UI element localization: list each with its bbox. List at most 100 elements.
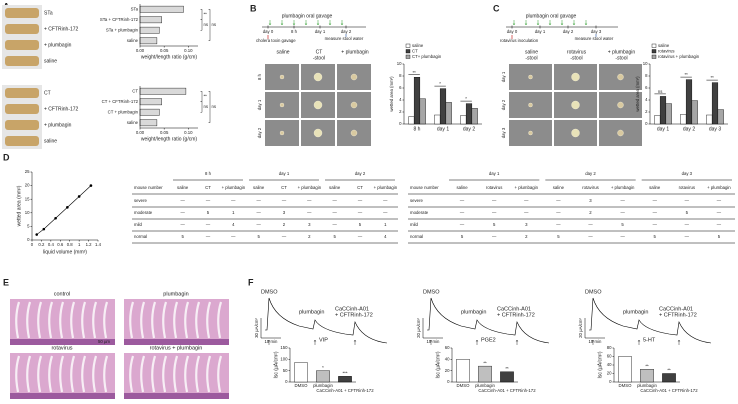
table-cell: — xyxy=(460,198,465,203)
line xyxy=(36,185,92,235)
bar xyxy=(685,79,693,125)
table-row-label: mild xyxy=(134,222,142,227)
villus xyxy=(206,301,212,339)
x-tick-label: CaCCinh-A01 + CFTRinh-172 xyxy=(316,388,374,393)
scale-label: 15 min xyxy=(589,339,603,344)
villus xyxy=(140,301,146,339)
y-tick-label: CT + CFTRinh-172 xyxy=(102,99,139,104)
gavage-arrow xyxy=(340,20,344,26)
photo-label: saline xyxy=(44,138,57,144)
table-column-header: + plumbagin xyxy=(298,185,322,190)
addition-arrow xyxy=(591,339,595,345)
x-tick-label: DMSO xyxy=(457,383,471,388)
y-tick-label: 20 xyxy=(607,371,612,376)
significance-label: ** xyxy=(412,70,416,75)
bar xyxy=(139,26,160,34)
table-cell: — xyxy=(556,210,561,215)
bar xyxy=(465,103,473,125)
table-cell: — xyxy=(620,198,625,203)
y-tick-label: 20 xyxy=(445,368,450,373)
gavage-arrow xyxy=(316,20,320,26)
stool-spot xyxy=(617,129,624,137)
point xyxy=(77,195,81,198)
bar xyxy=(139,16,162,24)
x-tick-label: 0.8 xyxy=(67,242,74,247)
stool-spot xyxy=(313,100,323,110)
villus xyxy=(140,355,146,393)
row-label: day 2 xyxy=(257,127,262,138)
table-cell: — xyxy=(685,234,690,239)
significance-label: ** xyxy=(710,75,714,80)
villus xyxy=(184,301,190,339)
table-column-header: rotavirus xyxy=(486,185,502,190)
y-tick-label: 10 xyxy=(397,61,402,66)
significance-bracket xyxy=(208,9,211,41)
table-group-header: day 1 xyxy=(279,171,290,176)
photo-label: + CFTRinh-172 xyxy=(44,106,79,112)
bar xyxy=(139,119,158,127)
y-tick-label: 8 xyxy=(645,73,648,78)
gavage-arrow xyxy=(572,20,576,26)
table-cell: — xyxy=(333,198,338,203)
table-cell: 3 xyxy=(283,210,286,215)
y-tick-label: 80 xyxy=(607,345,612,350)
isc-trace xyxy=(589,297,712,344)
gavage-arrow xyxy=(524,20,528,26)
significance-bracket xyxy=(200,9,203,20)
y-tick-label: 4 xyxy=(399,97,402,102)
x-tick-label: plumbagin xyxy=(637,383,657,388)
timeline-tick-label: 8 h xyxy=(291,29,298,34)
table-cell: 2 xyxy=(525,234,528,239)
timeline-end: measure stool water xyxy=(575,36,614,41)
muscle-layer xyxy=(124,393,229,399)
legend-label: rotavirus xyxy=(658,48,674,53)
bar xyxy=(338,376,352,383)
table-column-header: + plumbagin xyxy=(374,185,398,190)
column-sub: -stool xyxy=(525,55,537,61)
table-cell: 3 xyxy=(589,198,592,203)
trace-label: DMSO xyxy=(261,289,278,295)
trace-label: plumbagin xyxy=(461,309,486,315)
villus xyxy=(81,355,87,393)
x-tick-label: day 1 xyxy=(437,126,449,132)
scale-label: 15 min xyxy=(427,339,441,344)
scale-label: 15 min xyxy=(265,339,279,344)
x-tick-label: CaCCinh-A01 + CFTRinh-172 xyxy=(478,388,536,393)
y-tick-label: 0 xyxy=(27,237,30,242)
table-column-header: saline xyxy=(253,185,265,190)
tissue-photo xyxy=(5,40,39,50)
villus xyxy=(173,301,179,339)
y-axis-title: wetted area (mm²) xyxy=(16,185,22,226)
villus xyxy=(48,355,54,393)
column-label: saline xyxy=(276,49,289,55)
addition-arrow xyxy=(353,339,357,345)
x-tick-label: 8 h xyxy=(414,126,421,132)
villus xyxy=(217,355,223,393)
table-column-header: saline xyxy=(177,185,189,190)
addition-arrow xyxy=(475,339,479,345)
x-tick-label: CaCCinh-A01 + CFTRinh-172 xyxy=(640,388,698,393)
table-row-header: mouse number xyxy=(134,185,163,190)
timeline-tick-label: day 3 xyxy=(591,29,602,34)
villus xyxy=(70,301,76,339)
table-cell: — xyxy=(588,234,593,239)
column-label: rotavirus xyxy=(567,49,587,55)
trace-label: CaCCinh-A01 xyxy=(659,306,693,312)
villus xyxy=(162,301,168,339)
table-cell: 5 xyxy=(359,222,362,227)
y-tick-label: 2 xyxy=(645,109,648,114)
table-cell: — xyxy=(717,198,722,203)
table-row-label: normal xyxy=(410,234,423,239)
villus xyxy=(26,355,32,393)
timeline-tick-label: day 2 xyxy=(341,29,352,34)
addition-arrow xyxy=(313,339,317,345)
timeline-end: measure stool water xyxy=(325,36,364,41)
table-cell: — xyxy=(685,222,690,227)
point xyxy=(35,233,39,236)
stool-spot xyxy=(571,100,580,110)
table-cell: 5 xyxy=(181,234,184,239)
table-cell: — xyxy=(181,210,186,215)
y-axis-title: wetted area (mm²) xyxy=(389,76,394,112)
bar xyxy=(680,114,687,125)
x-tick-label: DMSO xyxy=(295,383,309,388)
